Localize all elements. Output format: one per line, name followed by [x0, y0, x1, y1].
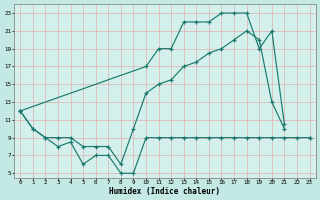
X-axis label: Humidex (Indice chaleur): Humidex (Indice chaleur)	[109, 187, 220, 196]
